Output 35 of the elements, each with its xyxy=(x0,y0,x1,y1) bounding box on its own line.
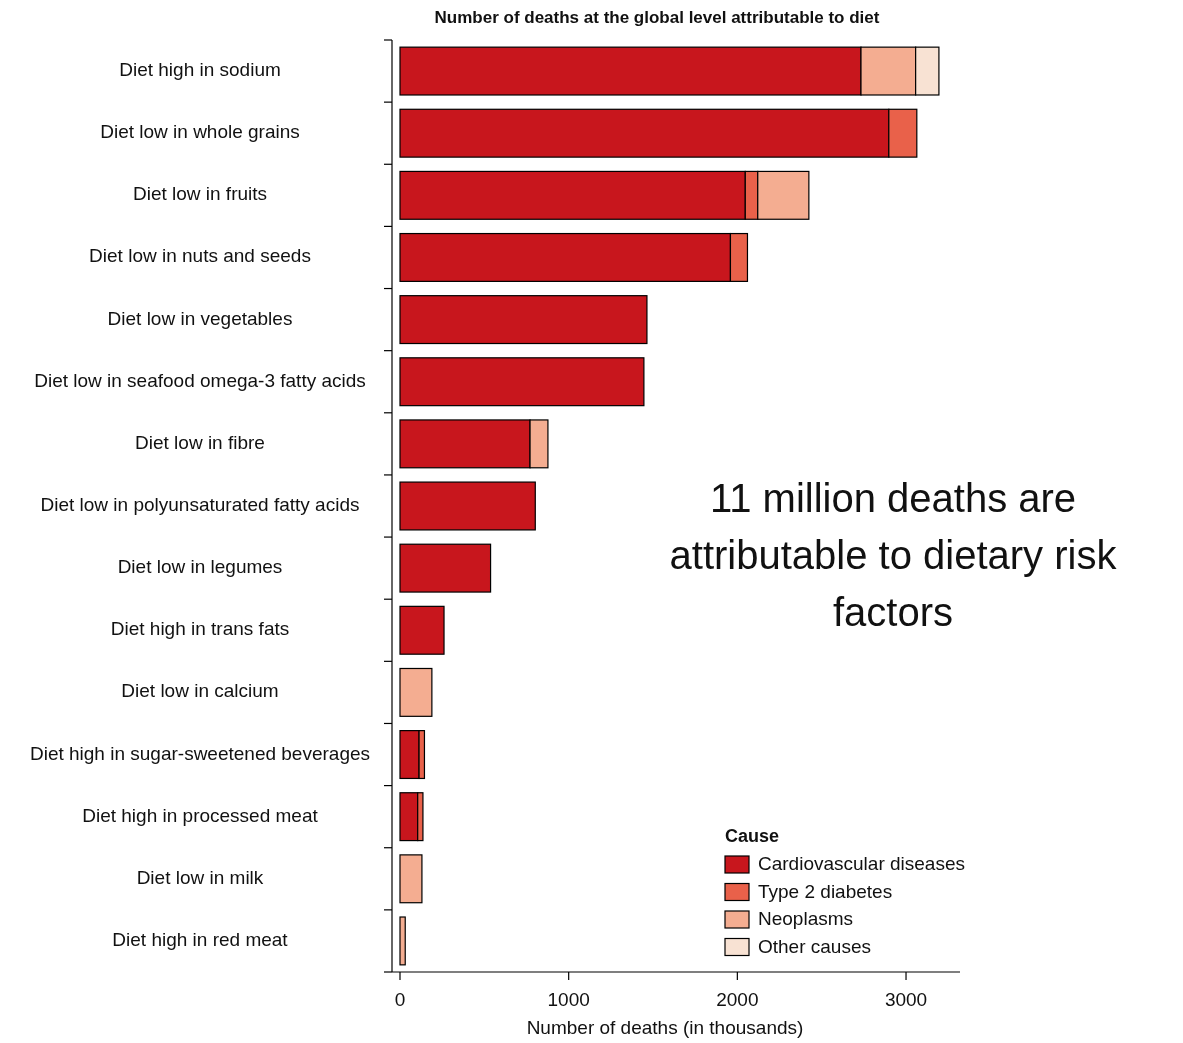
x-tick-label: 3000 xyxy=(884,989,928,1010)
y-tick-label: Diet high in sugar-sweetened beverages xyxy=(29,742,371,764)
y-tick-label: Diet high in red meat xyxy=(112,928,289,950)
y-tick-label: Diet low in fruits xyxy=(132,183,268,205)
y-tick-label: Diet high in trans fats xyxy=(110,618,290,640)
chart-title: Number of deaths at the global level attributable to diet xyxy=(434,8,880,27)
legend-label: Other causes xyxy=(758,935,871,957)
bar xyxy=(399,854,423,904)
bar xyxy=(399,357,645,407)
y-tick-label: Diet high in sodium xyxy=(119,59,281,81)
y-tick-label: Diet low in calcium xyxy=(121,680,279,702)
bar xyxy=(399,667,433,717)
legend-label: Neoplasms xyxy=(758,908,854,930)
y-tick-label: Diet low in vegetables xyxy=(107,307,293,329)
y-tick-label: Diet low in polyunsaturated fatty acids xyxy=(40,494,360,516)
x-tick-label: 2000 xyxy=(716,989,759,1010)
y-tick-label: Diet low in seafood omega-3 fatty acids xyxy=(34,369,366,391)
x-tick-label: 1000 xyxy=(547,989,590,1010)
legend-label: Type 2 diabetes xyxy=(758,880,893,902)
y-tick-label: Diet low in whole grains xyxy=(100,121,300,143)
y-tick-label: Diet low in legumes xyxy=(117,556,283,578)
x-axis-title: Number of deaths (in thousands) xyxy=(526,1017,804,1038)
annotation: 11 million deaths are attributable to dietary risk factors xyxy=(669,476,1118,634)
legend-title: Cause xyxy=(725,826,780,846)
bar xyxy=(399,295,648,345)
bar xyxy=(399,543,492,593)
bar xyxy=(399,481,536,531)
y-tick-label: Diet low in nuts and seeds xyxy=(89,245,311,267)
y-tick-label: Diet high in processed meat xyxy=(82,804,319,826)
bar xyxy=(399,605,445,655)
y-tick-label: Diet low in milk xyxy=(136,866,264,888)
x-tick-label: 0 xyxy=(394,989,406,1010)
bar xyxy=(399,916,406,966)
y-tick-label: Diet low in fibre xyxy=(135,431,265,453)
legend-label: Cardiovascular diseases xyxy=(758,853,965,875)
